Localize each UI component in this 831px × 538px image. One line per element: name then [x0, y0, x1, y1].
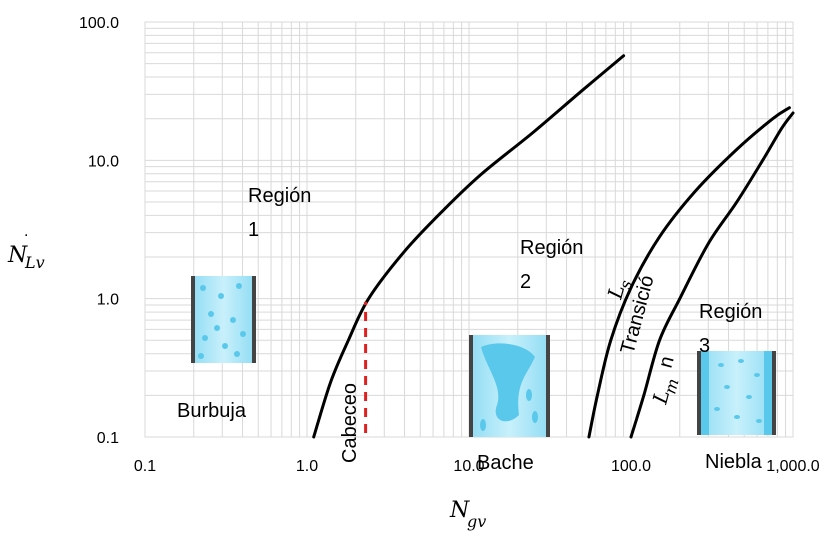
y-axis-title: N Lv . — [7, 223, 45, 272]
droplet — [714, 407, 720, 411]
droplet — [724, 385, 730, 389]
x-tick-label: 1.0 — [296, 458, 318, 475]
x-tick-label: 100.0 — [611, 458, 651, 475]
niebla-label: Niebla — [705, 451, 763, 473]
bubble — [202, 335, 208, 341]
flow-pattern-images — [191, 276, 776, 437]
cabeceo-label: Cabeceo — [339, 383, 361, 463]
transicion-label-line2: n — [655, 354, 679, 370]
x-tick-label: 10.0 — [453, 458, 484, 475]
bubble — [230, 317, 236, 323]
y-tick-labels: 0.1 1.0 10.0 100.0 — [79, 15, 119, 447]
droplet — [718, 363, 724, 367]
bubble — [218, 293, 224, 299]
slug-flow-image — [469, 335, 550, 437]
droplet — [756, 419, 762, 423]
bubble — [532, 411, 538, 423]
bubble-slug-boundary-line — [312, 54, 626, 439]
y-axis-title-dot: . — [24, 223, 28, 240]
bubble — [234, 351, 240, 357]
bubble — [240, 331, 246, 337]
region3-label-line1: Región — [699, 301, 762, 323]
y-tick-label: 1.0 — [97, 292, 119, 309]
pipe-body — [697, 351, 776, 435]
x-axis-title-sub: gv — [467, 512, 486, 531]
y-tick-label: 0.1 — [97, 430, 119, 447]
pipe-wall-right — [546, 335, 550, 437]
x-axis-title-main: N — [449, 498, 470, 523]
bubble-flow-image — [191, 276, 256, 363]
bubble — [526, 389, 532, 401]
region1-label-line1: Región — [248, 185, 311, 207]
region2-label-line1: Región — [520, 237, 583, 259]
pipe-wall-right — [252, 276, 256, 363]
region3-label-line2: 3 — [699, 335, 710, 357]
y-axis-title-sub: Lv — [24, 253, 45, 272]
bubble — [208, 311, 214, 317]
pipe-wall-right — [772, 351, 776, 435]
pipe-wall-left — [469, 335, 473, 437]
lm-boundary-line — [629, 111, 795, 439]
boundary-curves — [312, 54, 795, 439]
y-tick-label: 100.0 — [79, 15, 119, 32]
ls-boundary-line — [587, 106, 791, 439]
lm-main: L — [647, 387, 674, 407]
droplet — [738, 359, 744, 363]
ls-main: L — [602, 282, 629, 302]
bubble — [200, 285, 206, 291]
burbuja-label: Burbuja — [177, 400, 247, 422]
bache-label: Bache — [477, 452, 534, 474]
liquid-film-left — [701, 351, 709, 435]
x-tick-label: 1,000.0 — [766, 458, 819, 475]
lm-sub: m — [660, 376, 682, 396]
x-tick-labels: 0.1 1.0 10.0 100.0 1,000.0 — [134, 458, 820, 475]
y-tick-label: 10.0 — [88, 153, 119, 170]
x-tick-label: 0.1 — [134, 458, 156, 475]
pipe-wall-left — [697, 351, 701, 435]
droplet — [746, 395, 752, 399]
grid — [144, 21, 794, 438]
slug-blob — [481, 343, 535, 422]
liquid-film-right — [764, 351, 772, 435]
droplet — [754, 373, 760, 377]
mist-flow-image — [697, 351, 776, 435]
y-axis-title-main: N — [7, 243, 28, 268]
region1-label-line2: 1 — [248, 219, 259, 241]
bubble — [198, 353, 204, 359]
pipe-wall-left — [191, 276, 195, 363]
bubble — [480, 419, 486, 431]
lm-curve-label: L m — [647, 376, 682, 407]
bubble — [214, 325, 220, 331]
region2-label-line2: 2 — [520, 271, 531, 293]
bubble — [236, 283, 242, 289]
droplet — [734, 415, 740, 419]
bubble — [222, 343, 228, 349]
x-axis-title: N gv — [449, 498, 486, 531]
